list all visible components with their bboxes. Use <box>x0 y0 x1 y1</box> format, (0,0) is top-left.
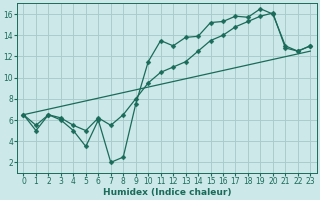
X-axis label: Humidex (Indice chaleur): Humidex (Indice chaleur) <box>103 188 231 197</box>
